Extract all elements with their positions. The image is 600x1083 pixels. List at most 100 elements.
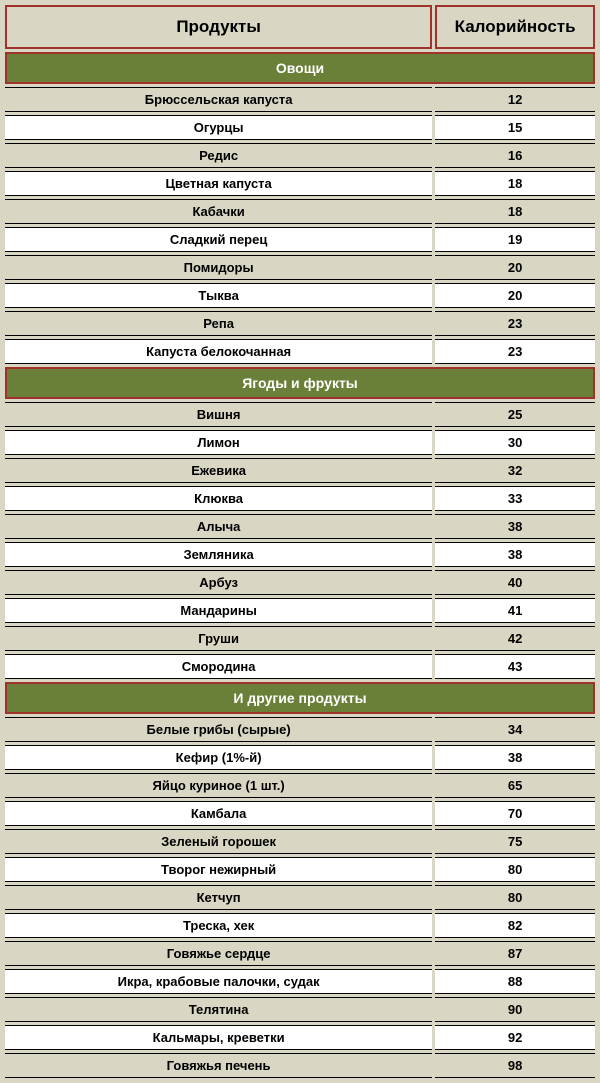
table-row: Ежевика32	[5, 458, 595, 483]
cell-product: Кабачки	[5, 199, 432, 224]
cell-product: Сладкий перец	[5, 227, 432, 252]
cell-calories: 19	[435, 227, 595, 252]
calorie-table: ПродуктыКалорийностьОвощи Брюссельская ка…	[0, 0, 600, 1083]
cell-product: Огурцы	[5, 115, 432, 140]
table-row: Кефир (1%-й)38	[5, 745, 595, 770]
table-row: Икра, крабовые палочки, судак88	[5, 969, 595, 994]
cell-calories: 65	[435, 773, 595, 798]
table-row: Сладкий перец19	[5, 227, 595, 252]
cell-calories: 98	[435, 1053, 595, 1078]
table-row: Тыква20	[5, 283, 595, 308]
cell-product: Клюква	[5, 486, 432, 511]
cell-calories: 40	[435, 570, 595, 595]
section-title: Овощи	[5, 52, 595, 84]
cell-product: Телятина	[5, 997, 432, 1022]
table-row: Алыча38	[5, 514, 595, 539]
table-row: Земляника38	[5, 542, 595, 567]
cell-product: Яйцо куриное (1 шт.)	[5, 773, 432, 798]
cell-product: Арбуз	[5, 570, 432, 595]
table-row: Смородина43	[5, 654, 595, 679]
table-row: Редис16	[5, 143, 595, 168]
cell-product: Лимон	[5, 430, 432, 455]
column-header-product: Продукты	[5, 5, 432, 49]
cell-calories: 38	[435, 514, 595, 539]
cell-product: Цветная капуста	[5, 171, 432, 196]
table-row: Зеленый горошек75	[5, 829, 595, 854]
table-row: Творог нежирный80	[5, 857, 595, 882]
section-title: Ягоды и фрукты	[5, 367, 595, 399]
cell-product: Брюссельская капуста	[5, 87, 432, 112]
cell-calories: 80	[435, 857, 595, 882]
table-row: Яйцо куриное (1 шт.)65	[5, 773, 595, 798]
cell-calories: 34	[435, 717, 595, 742]
table-row: Брюссельская капуста12	[5, 87, 595, 112]
cell-calories: 92	[435, 1025, 595, 1050]
cell-calories: 82	[435, 913, 595, 938]
cell-product: Камбала	[5, 801, 432, 826]
table-row: Клюква33	[5, 486, 595, 511]
cell-product: Зеленый горошек	[5, 829, 432, 854]
cell-calories: 88	[435, 969, 595, 994]
table-row: Треска, хек82	[5, 913, 595, 938]
table-row: Кетчуп80	[5, 885, 595, 910]
table-row: Цветная капуста18	[5, 171, 595, 196]
table-row: Кабачки18	[5, 199, 595, 224]
table-row: Телятина90	[5, 997, 595, 1022]
table-row: Говяжье сердце87	[5, 941, 595, 966]
section-header: И другие продукты	[5, 682, 595, 714]
cell-product: Помидоры	[5, 255, 432, 280]
cell-product: Капуста белокочанная	[5, 339, 432, 364]
table-header: ПродуктыКалорийность	[5, 5, 595, 49]
cell-calories: 12	[435, 87, 595, 112]
column-header-calories: Калорийность	[435, 5, 595, 49]
table-row: Помидоры20	[5, 255, 595, 280]
cell-product: Алыча	[5, 514, 432, 539]
cell-calories: 87	[435, 941, 595, 966]
cell-calories: 30	[435, 430, 595, 455]
table-row: Камбала70	[5, 801, 595, 826]
cell-product: Кетчуп	[5, 885, 432, 910]
cell-product: Тыква	[5, 283, 432, 308]
table-row: Репа23	[5, 311, 595, 336]
cell-product: Редис	[5, 143, 432, 168]
cell-product: Кальмары, креветки	[5, 1025, 432, 1050]
cell-calories: 15	[435, 115, 595, 140]
cell-calories: 70	[435, 801, 595, 826]
cell-product: Треска, хек	[5, 913, 432, 938]
cell-product: Белые грибы (сырые)	[5, 717, 432, 742]
cell-calories: 23	[435, 339, 595, 364]
cell-product: Смородина	[5, 654, 432, 679]
cell-calories: 20	[435, 255, 595, 280]
cell-calories: 33	[435, 486, 595, 511]
table-row: Белые грибы (сырые)34	[5, 717, 595, 742]
cell-product: Репа	[5, 311, 432, 336]
table-row: Мандарины41	[5, 598, 595, 623]
cell-calories: 20	[435, 283, 595, 308]
cell-calories: 18	[435, 199, 595, 224]
table-row: Огурцы15	[5, 115, 595, 140]
cell-product: Кефир (1%-й)	[5, 745, 432, 770]
table-row: Груши42	[5, 626, 595, 651]
cell-calories: 25	[435, 402, 595, 427]
cell-product: Вишня	[5, 402, 432, 427]
table-row: Лимон30	[5, 430, 595, 455]
cell-calories: 38	[435, 542, 595, 567]
table-row: Вишня25	[5, 402, 595, 427]
cell-calories: 18	[435, 171, 595, 196]
cell-calories: 80	[435, 885, 595, 910]
table-row: Капуста белокочанная23	[5, 339, 595, 364]
cell-calories: 32	[435, 458, 595, 483]
cell-calories: 23	[435, 311, 595, 336]
section-header: Овощи	[5, 52, 595, 84]
cell-product: Земляника	[5, 542, 432, 567]
section-header: Ягоды и фрукты	[5, 367, 595, 399]
cell-calories: 75	[435, 829, 595, 854]
cell-product: Груши	[5, 626, 432, 651]
cell-product: Ежевика	[5, 458, 432, 483]
cell-calories: 16	[435, 143, 595, 168]
cell-product: Икра, крабовые палочки, судак	[5, 969, 432, 994]
cell-product: Мандарины	[5, 598, 432, 623]
cell-product: Творог нежирный	[5, 857, 432, 882]
cell-calories: 43	[435, 654, 595, 679]
table-row: Кальмары, креветки92	[5, 1025, 595, 1050]
